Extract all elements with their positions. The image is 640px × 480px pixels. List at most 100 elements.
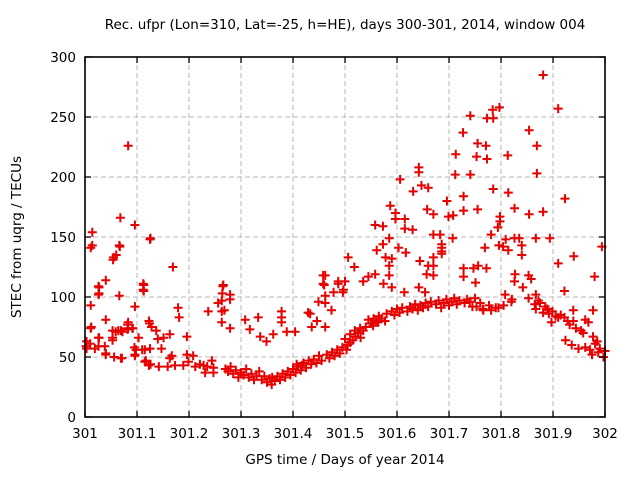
- data-point: [571, 323, 581, 333]
- x-tick-label: 301.6: [378, 426, 417, 442]
- y-tick-label: 100: [50, 290, 76, 306]
- y-tick-label: 0: [67, 410, 76, 426]
- x-tick-label: 301.4: [274, 426, 313, 442]
- data-point: [397, 303, 407, 313]
- data-point: [330, 351, 340, 361]
- data-point: [353, 328, 363, 338]
- data-point: [275, 375, 285, 385]
- data-point: [545, 233, 555, 243]
- data-point: [573, 344, 583, 354]
- data-point: [188, 351, 198, 361]
- data-point: [167, 351, 177, 361]
- data-point: [546, 317, 556, 327]
- data-point: [423, 183, 433, 193]
- data-point: [560, 194, 570, 204]
- data-point: [553, 104, 563, 114]
- data-point: [532, 141, 542, 151]
- data-point: [443, 212, 453, 222]
- data-point: [442, 196, 452, 206]
- data-point: [585, 345, 595, 355]
- data-point: [422, 269, 432, 279]
- data-point: [510, 203, 520, 213]
- data-point: [226, 362, 236, 372]
- data-point: [296, 365, 306, 375]
- data-point: [538, 207, 548, 217]
- y-tick-label: 150: [50, 230, 76, 246]
- data-point: [434, 296, 444, 306]
- data-point: [498, 242, 508, 252]
- scatter-points: [81, 70, 610, 390]
- data-point: [535, 298, 545, 308]
- x-tick-label: 301.8: [482, 426, 521, 442]
- data-point: [524, 209, 534, 219]
- data-point: [531, 233, 541, 243]
- data-point: [154, 362, 164, 372]
- data-point: [270, 376, 280, 386]
- chart-title: Rec. ufpr (Lon=310, Lat=-25, h=HE), days…: [105, 17, 586, 33]
- data-point: [163, 362, 173, 372]
- data-point: [217, 317, 227, 327]
- plot-border: [84, 56, 606, 418]
- data-point: [459, 263, 469, 273]
- data-point: [219, 305, 229, 315]
- data-point: [580, 342, 590, 352]
- data-point: [370, 269, 380, 279]
- data-point: [319, 280, 329, 290]
- data-point: [342, 345, 352, 355]
- data-point: [306, 359, 316, 369]
- data-point: [568, 305, 578, 315]
- data-point: [320, 322, 330, 332]
- data-point: [318, 279, 328, 289]
- x-tick-label: 302: [592, 426, 618, 442]
- data-point: [588, 332, 598, 342]
- data-point: [307, 322, 317, 332]
- data-point: [395, 174, 405, 184]
- data-point: [408, 225, 418, 235]
- data-point: [218, 280, 228, 290]
- data-point: [173, 303, 183, 313]
- data-point: [473, 204, 483, 214]
- data-point: [503, 188, 513, 198]
- data-point: [324, 353, 334, 363]
- y-tick-label: 250: [50, 110, 76, 126]
- data-point: [200, 368, 210, 378]
- data-point: [569, 251, 579, 261]
- data-point: [590, 272, 600, 282]
- data-point: [481, 141, 491, 151]
- data-point: [588, 305, 598, 315]
- data-point: [441, 294, 451, 304]
- data-point: [372, 245, 382, 255]
- data-point: [408, 304, 418, 314]
- data-point: [109, 352, 119, 362]
- data-point: [254, 366, 264, 376]
- data-point: [526, 274, 536, 284]
- data-point: [382, 309, 392, 319]
- data-point: [595, 344, 605, 354]
- data-point: [531, 290, 541, 300]
- data-point: [240, 315, 250, 325]
- data-point: [168, 262, 178, 272]
- data-point: [501, 234, 511, 244]
- data-point: [338, 285, 348, 295]
- data-point: [190, 362, 200, 372]
- data-point: [356, 333, 366, 343]
- data-point: [301, 363, 311, 373]
- data-point: [499, 300, 509, 310]
- data-point: [101, 315, 111, 325]
- data-point: [470, 293, 480, 303]
- data-point: [241, 364, 251, 374]
- data-point: [225, 290, 235, 300]
- data-point: [156, 344, 166, 354]
- data-point: [380, 316, 390, 326]
- data-point: [285, 370, 295, 380]
- data-point: [203, 306, 213, 316]
- data-point: [291, 368, 301, 378]
- data-point: [312, 316, 322, 326]
- plot-frame: [84, 56, 606, 418]
- data-point: [459, 191, 469, 201]
- data-point: [435, 230, 445, 240]
- data-point: [437, 249, 447, 259]
- data-point: [311, 358, 321, 368]
- data-point: [87, 227, 97, 237]
- tick-labels: 301 301.1 301.2 301.3 301.4 301.5 301.6 301.7 30…: [50, 50, 618, 442]
